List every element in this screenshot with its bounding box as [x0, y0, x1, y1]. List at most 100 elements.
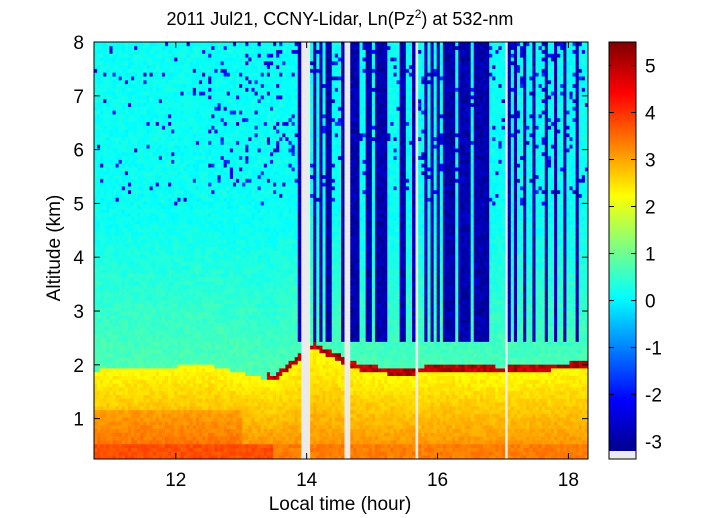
heatmap-cell [221, 448, 224, 452]
heatmap-cell [103, 341, 106, 345]
heatmap-cell [227, 345, 230, 349]
heatmap-cell [131, 171, 134, 175]
heatmap-cell [153, 296, 156, 300]
heatmap-cell [103, 417, 106, 421]
heatmap-cell [227, 87, 230, 91]
heatmap-cell [190, 353, 193, 357]
heatmap-cell [180, 281, 183, 285]
heatmap-cell [208, 152, 211, 156]
heatmap-cell [227, 410, 230, 414]
heatmap-cell [143, 137, 146, 141]
heatmap-cell [171, 50, 174, 54]
heatmap-cell [150, 326, 153, 330]
heatmap-cell [150, 379, 153, 383]
heatmap-cell [106, 171, 109, 175]
heatmap-cell [168, 110, 171, 114]
heatmap-cell [205, 114, 208, 118]
heatmap-cell [171, 220, 174, 224]
heatmap-cell [156, 376, 159, 380]
heatmap-cell [193, 391, 196, 395]
heatmap-cell [143, 76, 146, 80]
heatmap-cell [94, 341, 97, 345]
heatmap-cell [116, 129, 119, 133]
heatmap-cell [177, 364, 180, 368]
heatmap-cell [125, 61, 128, 65]
heatmap-cell [137, 243, 140, 247]
heatmap-cell [128, 406, 131, 410]
heatmap-cell [205, 273, 208, 277]
heatmap-cell [187, 76, 190, 80]
heatmap-cell [156, 307, 159, 311]
heatmap-cell [146, 220, 149, 224]
heatmap-cell [218, 395, 221, 399]
heatmap-cell [100, 402, 103, 406]
heatmap-cell [106, 266, 109, 270]
heatmap-cell [211, 156, 214, 160]
heatmap-cell [97, 171, 100, 175]
heatmap-cell [180, 152, 183, 156]
heatmap-cell [177, 186, 180, 190]
heatmap-cell [184, 451, 187, 455]
heatmap-cell [224, 186, 227, 190]
heatmap-cell [156, 125, 159, 129]
heatmap-cell [165, 326, 168, 330]
heatmap-cell [199, 95, 202, 99]
heatmap-cell [146, 232, 149, 236]
heatmap-cell [218, 50, 221, 54]
heatmap-cell [146, 46, 149, 50]
heatmap-cell [119, 80, 122, 84]
heatmap-cell [146, 285, 149, 289]
heatmap-cell [162, 254, 165, 258]
heatmap-cell [146, 341, 149, 345]
heatmap-cell [134, 292, 137, 296]
heatmap-cell [193, 99, 196, 103]
heatmap-cell [134, 160, 137, 164]
heatmap-cell [109, 129, 112, 133]
heatmap-cell [162, 421, 165, 425]
heatmap-cell [137, 432, 140, 436]
heatmap-cell [116, 296, 119, 300]
heatmap-cell [100, 209, 103, 213]
heatmap-cell [97, 425, 100, 429]
heatmap-cell [134, 152, 137, 156]
heatmap-cell [134, 323, 137, 327]
heatmap-cell [165, 46, 168, 50]
heatmap-cell [208, 137, 211, 141]
heatmap-cell [159, 315, 162, 319]
heatmap-cell [211, 122, 214, 126]
heatmap-cell [227, 114, 230, 118]
heatmap-cell [205, 95, 208, 99]
heatmap-cell [119, 288, 122, 292]
heatmap-cell [100, 220, 103, 224]
heatmap-cell [205, 360, 208, 364]
heatmap-cell [214, 163, 217, 167]
heatmap-cell [140, 239, 143, 243]
heatmap-cell [143, 167, 146, 171]
heatmap-cell [113, 341, 116, 345]
heatmap-cell [159, 84, 162, 88]
heatmap-cell [153, 110, 156, 114]
heatmap-cell [134, 251, 137, 255]
heatmap-cell [106, 269, 109, 273]
heatmap-cell [177, 379, 180, 383]
heatmap-cell [156, 239, 159, 243]
heatmap-cell [146, 114, 149, 118]
heatmap-cell [150, 414, 153, 418]
heatmap-cell [150, 421, 153, 425]
heatmap-cell [116, 379, 119, 383]
heatmap-cell [97, 326, 100, 330]
heatmap-cell [143, 72, 146, 76]
heatmap-cell [202, 247, 205, 251]
heatmap-cell [233, 334, 236, 338]
heatmap-cell [214, 220, 217, 224]
heatmap-cell [140, 311, 143, 315]
heatmap-cell [177, 87, 180, 91]
heatmap-cell [174, 57, 177, 61]
heatmap-cell [221, 353, 224, 357]
heatmap-cell [193, 224, 196, 228]
heatmap-cell [208, 273, 211, 277]
heatmap-cell [224, 277, 227, 281]
heatmap-cell [177, 349, 180, 353]
heatmap-cell [146, 383, 149, 387]
heatmap-cell [208, 307, 211, 311]
